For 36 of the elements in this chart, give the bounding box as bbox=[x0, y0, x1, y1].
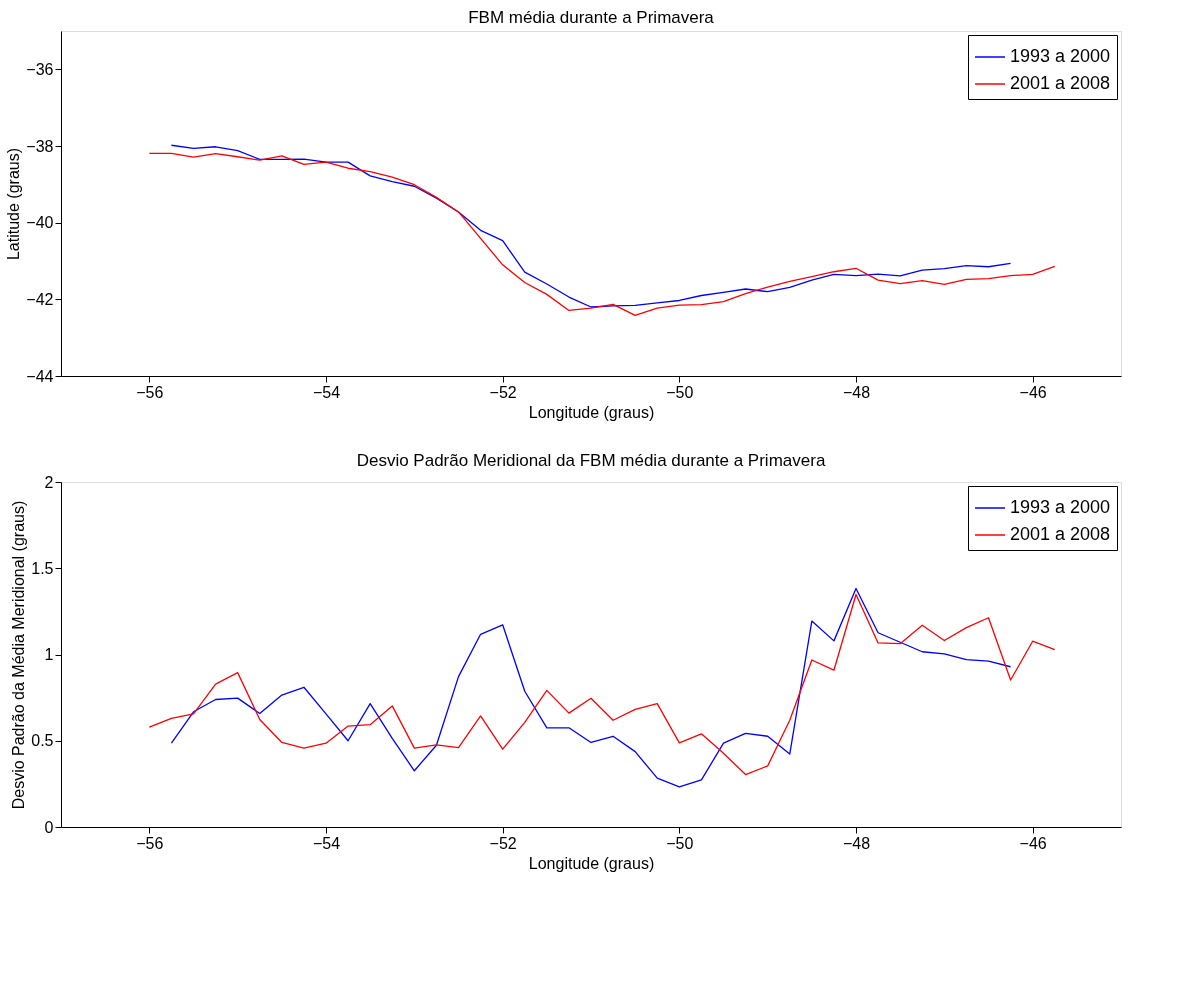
legend-label: 1993 a 2000 bbox=[1010, 497, 1111, 517]
x-tick-label: −46 bbox=[1019, 834, 1047, 852]
line-series bbox=[170, 144, 1012, 308]
x-tick-label: −46 bbox=[1019, 383, 1047, 401]
y-tick-label: 0 bbox=[44, 818, 54, 836]
x-axis-title: Longitude (graus) bbox=[528, 854, 655, 872]
y-tick-label: −44 bbox=[26, 367, 54, 385]
line-series bbox=[148, 152, 1056, 317]
legend-label: 2001 a 2008 bbox=[1010, 73, 1111, 93]
x-tick-label: −52 bbox=[489, 383, 517, 401]
x-tick-label: −50 bbox=[666, 834, 694, 852]
chart-title: FBM média durante a Primavera bbox=[468, 8, 715, 27]
x-tick-label: −54 bbox=[312, 383, 341, 401]
x-axis-title: Longitude (graus) bbox=[528, 403, 655, 421]
y-tick-label: 1 bbox=[44, 646, 54, 663]
x-tick-label: −52 bbox=[489, 834, 517, 852]
y-tick-label: 1.5 bbox=[31, 559, 54, 577]
x-tick-label: −50 bbox=[666, 383, 694, 401]
line-series bbox=[170, 587, 1012, 788]
y-tick-label: 0.5 bbox=[31, 732, 54, 750]
y-axis-title: Desvio Padrão da Média Meridional (graus) bbox=[10, 500, 28, 810]
y-tick-label: −36 bbox=[26, 60, 54, 78]
y-axis-title: Latitude (graus) bbox=[5, 147, 23, 261]
y-tick-label: −40 bbox=[26, 214, 54, 232]
x-tick-label: −48 bbox=[842, 383, 871, 401]
x-tick-label: −56 bbox=[136, 834, 164, 852]
chart-title: Desvio Padrão Meridional da FBM média durante a Primavera bbox=[356, 451, 826, 470]
y-tick-label: −42 bbox=[26, 290, 54, 308]
y-tick-label: 2 bbox=[44, 473, 54, 491]
y-tick-label: −38 bbox=[26, 137, 54, 155]
legend-label: 1993 a 2000 bbox=[1010, 46, 1111, 66]
legend-label: 2001 a 2008 bbox=[1010, 524, 1111, 544]
line-series bbox=[148, 593, 1056, 776]
x-tick-label: −56 bbox=[136, 383, 164, 401]
x-tick-label: −48 bbox=[842, 834, 871, 852]
x-tick-label: −54 bbox=[312, 834, 341, 852]
